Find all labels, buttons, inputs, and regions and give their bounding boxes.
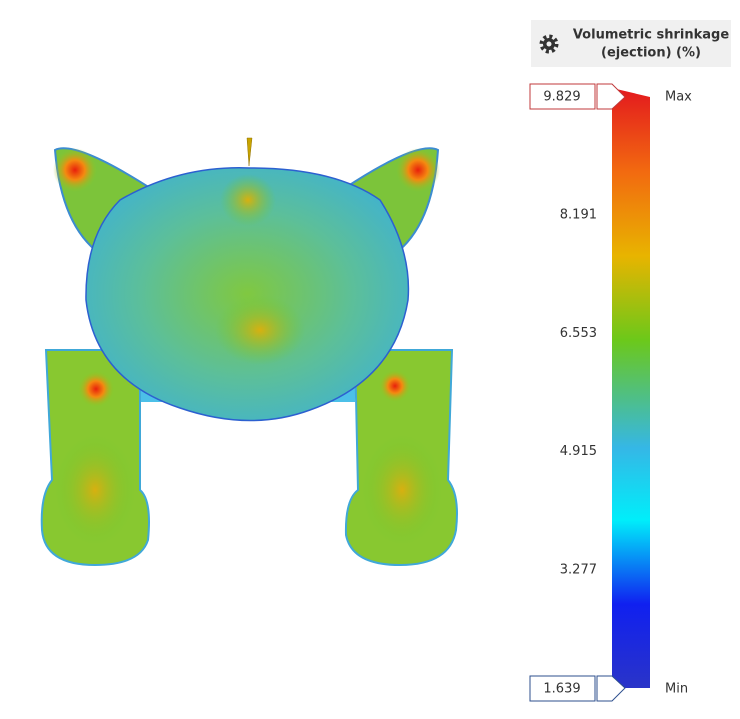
min-handle[interactable]	[596, 675, 626, 702]
min-value: 1.639	[543, 682, 580, 697]
scale-tick-label: 4.915	[560, 444, 597, 459]
max-label: Max	[665, 90, 692, 105]
part-model[interactable]	[40, 137, 458, 567]
legend-title: (ejection) (%)	[601, 46, 701, 61]
scale-tick-label: 8.191	[560, 208, 597, 223]
min-input[interactable]	[529, 675, 596, 702]
max-handle[interactable]	[596, 83, 626, 110]
max-input[interactable]	[529, 83, 596, 110]
scale-tick-label: 6.553	[560, 326, 597, 341]
legend-title: Volumetric shrinkage	[573, 28, 730, 43]
max-value: 9.829	[543, 90, 580, 105]
scale-tick-label: 3.277	[560, 562, 597, 577]
color-bar	[612, 88, 650, 688]
legend-header	[531, 20, 731, 67]
min-label: Min	[665, 682, 688, 697]
settings-icon[interactable]	[539, 34, 559, 54]
